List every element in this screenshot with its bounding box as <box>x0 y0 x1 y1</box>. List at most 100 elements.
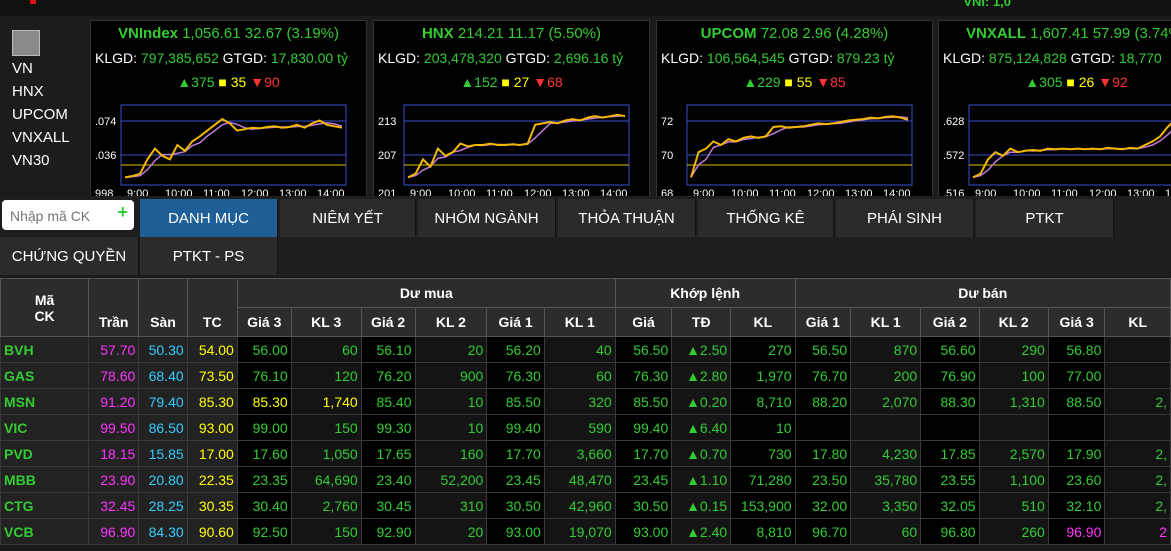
tab-ptkt-ps[interactable]: PTKT - PS <box>140 237 278 275</box>
sub-header[interactable]: TĐ <box>671 307 732 337</box>
tab-thong-ke[interactable]: THỐNG KÊ <box>698 199 834 237</box>
bid-price-1: 76.30 <box>486 362 545 389</box>
symbol-cell[interactable]: MBB <box>0 466 90 493</box>
sub-header[interactable]: Giá 3 <box>1047 307 1106 337</box>
market-item-hnx[interactable]: HNX <box>12 83 44 100</box>
table-row[interactable]: MSN 91.20 79.40 85.30 85.30 1,740 85.40 10 85.50… <box>0 388 1171 415</box>
bid-price-3: 30.40 <box>236 492 292 519</box>
table-row[interactable]: VIC 99.50 86.50 93.00 99.00 150 99.30 10 99.40 59… <box>0 414 1171 441</box>
bid-vol-2: 52,200 <box>414 466 488 493</box>
ask-vol-1: 3,350 <box>850 492 922 519</box>
index-value: 1,607.41 <box>1030 25 1089 42</box>
ask-vol-1 <box>850 414 922 441</box>
table-row[interactable]: CTG 32.45 28.25 30.35 30.40 2,760 30.45 310 30.5… <box>0 492 1171 519</box>
market-item-vn[interactable]: VN <box>12 60 33 77</box>
tab-ptkt[interactable]: PTKT <box>976 199 1114 237</box>
time-tick-label: 9:00 <box>975 188 996 197</box>
sub-header[interactable]: KL <box>1104 307 1171 337</box>
ask-price-1: 56.50 <box>794 336 852 363</box>
symbol-cell[interactable]: PVD <box>0 440 90 467</box>
bid-vol-3: 120 <box>290 362 362 389</box>
ask-price-1: 17.80 <box>794 440 852 467</box>
index-intraday-chart: 72 70 68 9:00 10:00 11:00 12:00 13:00 14:00 <box>661 104 913 197</box>
match-volume: 71,280 <box>730 466 796 493</box>
sub-header[interactable]: KL <box>730 307 796 337</box>
header-match-group: Khớp lệnh <box>614 278 796 308</box>
ref-count: ■ 35 <box>218 74 247 90</box>
index-panel-vnxall[interactable]: VNXALL 1,607.41 57.99 (3.74%) KLGD: 875,1… <box>938 20 1171 198</box>
sub-header[interactable]: KL 2 <box>978 307 1049 337</box>
tab-chung-quyen[interactable]: CHỨNG QUYỀN <box>0 237 139 275</box>
tab-danh-muc[interactable]: DANH MỤC <box>140 199 278 237</box>
gtgd-label: GTGD: <box>1070 50 1115 66</box>
ask-vol-3: 2, <box>1104 440 1171 467</box>
market-item-upcom[interactable]: UPCOM <box>12 106 68 123</box>
time-tick-label: 9:00 <box>410 188 431 197</box>
bid-price-2: 56.10 <box>360 336 416 363</box>
header-symbol[interactable]: Mã CK <box>0 278 90 337</box>
symbol-cell[interactable]: GAS <box>0 362 90 389</box>
tab-thoa-thuan[interactable]: THỎA THUẬN <box>558 199 696 237</box>
symbol-cell[interactable]: MSN <box>0 388 90 415</box>
chart-frame <box>968 104 1171 186</box>
sub-header[interactable]: Giá 1 <box>486 307 545 337</box>
index-title: VNIndex 1,056.61 32.67 (3.19%) <box>91 25 366 42</box>
match-change: ▲0.15 <box>671 492 732 519</box>
table-row[interactable]: VCB 96.90 84.30 90.60 92.50 150 92.90 20 93.00 19… <box>0 518 1171 545</box>
market-item-vnxall[interactable]: VNXALL <box>12 129 70 146</box>
table-row[interactable]: GAS 78.60 68.40 73.50 76.10 120 76.20 900 76.30 6… <box>0 362 1171 389</box>
index-panel-vnindex[interactable]: VNIndex 1,056.61 32.67 (3.19%) KLGD: 797,… <box>90 20 367 198</box>
index-volume-line: KLGD: 106,564,545 GTGD: 879.23 tỷ <box>661 50 895 66</box>
floor-cell: 15.85 <box>138 440 188 467</box>
match-change: ▲6.40 <box>671 414 732 441</box>
sub-header[interactable]: KL 1 <box>850 307 922 337</box>
bid-price-1: 17.70 <box>486 440 545 467</box>
bid-price-1: 85.50 <box>486 388 545 415</box>
table-row[interactable]: BVH 57.70 50.30 54.00 56.00 60 56.10 20 56.20 40 5… <box>0 336 1171 363</box>
ask-vol-2: 290 <box>978 336 1049 363</box>
up-count: ▲229 <box>743 74 781 90</box>
header-floor[interactable]: Sàn <box>138 278 188 337</box>
symbol-cell[interactable]: VCB <box>0 518 90 545</box>
header-ceiling[interactable]: Trần <box>88 278 140 337</box>
sub-header[interactable]: Giá 1 <box>794 307 852 337</box>
match-volume: 270 <box>730 336 796 363</box>
symbol-cell[interactable]: CTG <box>0 492 90 519</box>
header-ref[interactable]: TC <box>186 278 238 337</box>
tab-nhom-nganh[interactable]: NHÓM NGÀNH <box>418 199 556 237</box>
gtgd-label: GTGD: <box>788 50 833 66</box>
ceiling-cell: 91.20 <box>88 388 140 415</box>
ref-cell: 73.50 <box>186 362 238 389</box>
table-row[interactable]: PVD 18.15 15.85 17.00 17.60 1,050 17.65 160 17.7… <box>0 440 1171 467</box>
ask-vol-3 <box>1104 414 1171 441</box>
bid-vol-1: 42,960 <box>543 492 616 519</box>
symbol-cell[interactable]: VIC <box>0 414 90 441</box>
sub-header[interactable]: KL 1 <box>543 307 616 337</box>
ask-vol-1: 35,780 <box>850 466 922 493</box>
expand-icon[interactable] <box>12 30 40 56</box>
ask-price-3: 17.90 <box>1047 440 1106 467</box>
sub-header[interactable]: KL 2 <box>414 307 488 337</box>
time-tick-label: 10:00 <box>731 188 759 197</box>
add-icon[interactable]: + <box>117 202 128 222</box>
tab-niem-yet[interactable]: NIÊM YẾT <box>280 199 416 237</box>
tab-phai-sinh[interactable]: PHÁI SINH <box>836 199 974 237</box>
match-change: ▲2.80 <box>671 362 732 389</box>
sub-header[interactable]: KL 3 <box>290 307 362 337</box>
floor-cell: 86.50 <box>138 414 188 441</box>
index-panel-hnx[interactable]: HNX 214.21 11.17 (5.50%) KLGD: 203,478,32… <box>373 20 650 198</box>
time-tick-label: 11:00 <box>769 188 796 197</box>
time-tick-label: 12:00 <box>241 188 269 197</box>
bid-price-1: 30.50 <box>486 492 545 519</box>
sub-header[interactable]: Giá 2 <box>920 307 980 337</box>
sub-header[interactable]: Giá 2 <box>360 307 416 337</box>
time-tick-label: 12:00 <box>807 188 835 197</box>
klgd-label: KLGD: <box>95 50 138 66</box>
table-row[interactable]: MBB 23.90 20.80 22.35 23.35 64,690 23.40 52,200… <box>0 466 1171 493</box>
symbol-cell[interactable]: BVH <box>0 336 90 363</box>
sub-header[interactable]: Giá <box>614 307 673 337</box>
symbol-search-input[interactable] <box>8 204 112 228</box>
index-panel-upcom[interactable]: UPCOM 72.08 2.96 (4.28%) KLGD: 106,564,54… <box>656 20 933 198</box>
market-item-vn30[interactable]: VN30 <box>12 152 50 169</box>
sub-header[interactable]: Giá 3 <box>236 307 292 337</box>
